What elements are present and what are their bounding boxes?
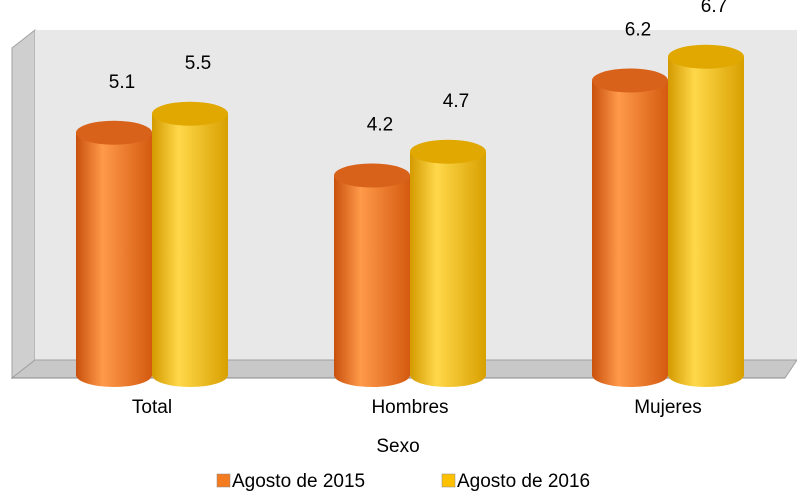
cylinder-top (76, 120, 152, 145)
x-tick-label: Hombres (371, 397, 448, 418)
cylinder-top (152, 101, 228, 126)
x-axis-title: Sexo (376, 436, 419, 457)
data-label: 4.2 (367, 115, 393, 136)
legend-swatch (216, 473, 231, 488)
side-wall (11, 28, 36, 380)
cylinder-top (410, 139, 486, 164)
cylinder-body (334, 175, 410, 387)
bar (76, 120, 152, 387)
data-label: 5.5 (185, 53, 211, 74)
cylinder-body (410, 151, 486, 387)
cylinder-top (592, 68, 668, 93)
x-tick-label: Total (132, 397, 172, 418)
x-tick-label: Mujeres (634, 397, 702, 418)
cylinder-body (668, 56, 744, 387)
legend-label: Agosto de 2016 (457, 471, 590, 492)
data-label: 4.7 (443, 91, 469, 112)
bar (334, 163, 410, 387)
legend-swatch (441, 473, 456, 488)
data-label: 6.7 (701, 0, 727, 17)
bar (668, 44, 744, 387)
legend-label: Agosto de 2015 (232, 471, 365, 492)
data-label: 6.2 (625, 20, 651, 41)
data-label: 5.1 (109, 72, 135, 93)
bar (410, 139, 486, 387)
cylinder-top (334, 163, 410, 188)
bar (592, 68, 668, 387)
cylinder-top (668, 44, 744, 69)
cylinder-body (76, 132, 152, 387)
cylinder-body (152, 113, 228, 387)
cylinder-body (592, 80, 668, 387)
bar (152, 101, 228, 387)
